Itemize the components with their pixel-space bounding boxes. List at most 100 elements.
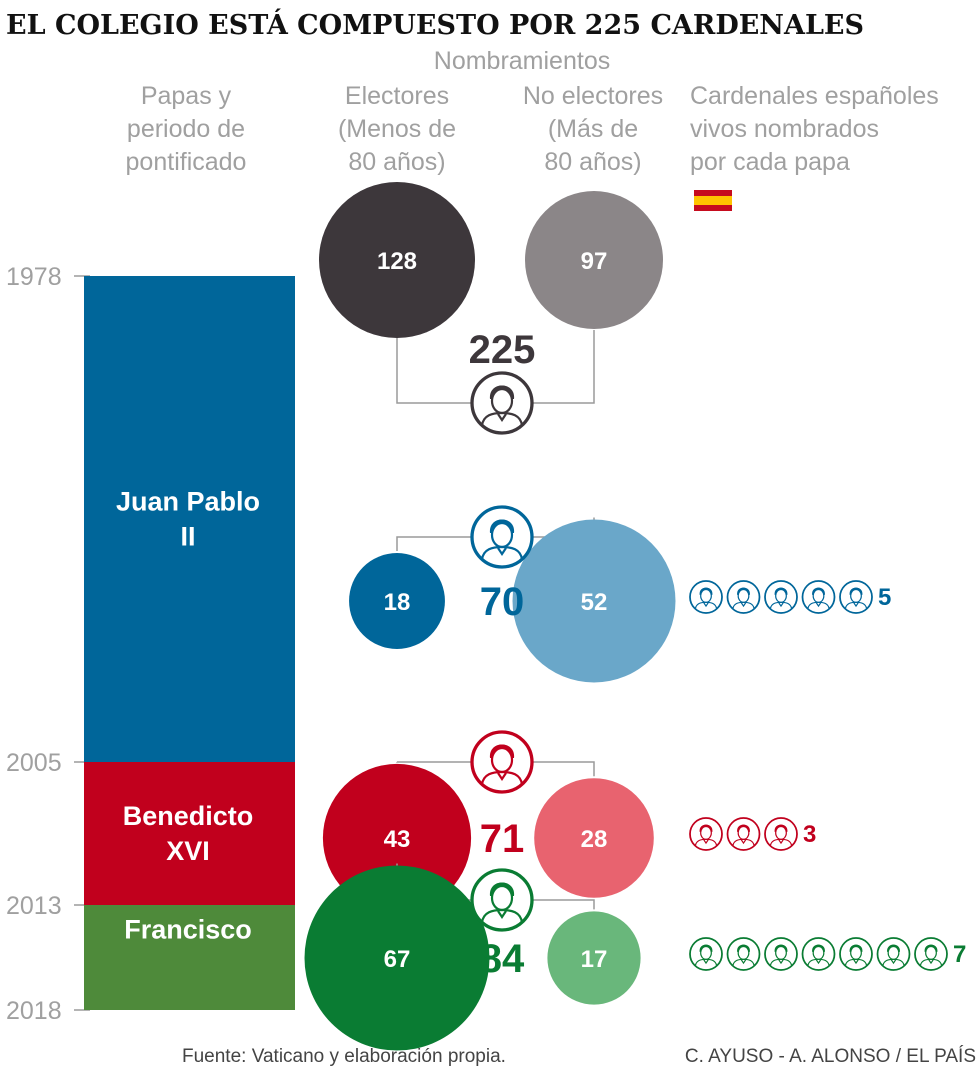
icon-collar [703, 839, 709, 845]
header-electors-line3: 80 años) [348, 148, 445, 176]
pope-name-label: Benedicto [123, 801, 254, 831]
source-note: Fuente: Vaticano y elaboración propia. [182, 1046, 506, 1067]
icon-shoulders [694, 601, 718, 609]
header-popes-line3: pontificado [126, 148, 247, 176]
axis-tick-label: 2013 [6, 892, 62, 920]
icon-face [775, 588, 787, 603]
cardinal-icon [914, 937, 948, 971]
footer: Fuente: Vaticano y elaboración propia. C… [182, 1046, 976, 1067]
non-electors-bubble [534, 778, 654, 898]
icon-shoulders [844, 958, 868, 966]
pontificate-bars: Juan Pablo II Benedicto XVI Francisco [84, 276, 295, 1010]
electors-bubble [304, 865, 490, 1051]
cardinal-icon [470, 868, 534, 932]
icon-collar [740, 839, 747, 845]
icon-face [737, 945, 750, 960]
pope-name-label: II [180, 522, 195, 552]
non-electors-value-label: 28 [581, 826, 608, 853]
icon-shoulders [694, 838, 718, 846]
header-electors-line1: Electores [345, 82, 449, 110]
icon-shoulders [480, 770, 524, 785]
cardinal-icon [839, 937, 873, 971]
icon-face [887, 945, 900, 960]
icon-collar [853, 602, 859, 608]
flag-stripe-bottom [694, 205, 732, 211]
icon-cap [925, 944, 937, 951]
icon-collar [815, 959, 822, 965]
icon-cap [491, 519, 513, 531]
icon-shoulders [480, 411, 524, 426]
icon-shoulders [769, 838, 793, 846]
icon-face [775, 825, 787, 840]
icon-collar [928, 959, 934, 965]
icon-shoulders [480, 545, 524, 560]
icon-collar [740, 959, 747, 965]
header-electors-line2: (Menos de [338, 115, 456, 143]
total-group: 128 97 225 [319, 182, 663, 435]
pope-bar [84, 762, 295, 905]
icon-shoulders [919, 958, 943, 966]
icon-cap [737, 824, 750, 831]
cardinal-icon [689, 937, 723, 971]
icon-cap [700, 944, 712, 951]
icon-collar [497, 772, 507, 781]
icon-cap [775, 944, 787, 951]
flag-stripe-middle [694, 196, 732, 205]
header-non-electors-line2: (Más de [548, 115, 638, 143]
spanish-count-label: 3 [803, 821, 816, 848]
icon-face [490, 746, 514, 774]
axis-tick-label: 2005 [6, 749, 62, 777]
icon-cap [491, 744, 513, 756]
pope-name-label: Francisco [124, 915, 252, 945]
icon-face [925, 945, 937, 960]
cardinal-icon [801, 580, 836, 614]
pope-group: 67 17 84 7 [304, 863, 966, 1051]
header-popes-line1: Papas y [141, 82, 232, 110]
icon-cap [812, 944, 825, 951]
icon-cap [737, 587, 750, 594]
icon-shoulders [807, 958, 830, 966]
spain-flag-icon [694, 190, 732, 211]
icon-shoulders [732, 838, 755, 846]
icon-collar [778, 602, 784, 608]
header-spanish-line3: por cada papa [690, 148, 850, 176]
cardinal-icon [764, 937, 798, 971]
icon-shoulders [769, 601, 793, 609]
cardinal-icon [726, 580, 761, 614]
electors-value-label: 67 [384, 946, 411, 973]
total-electors-label: 128 [377, 248, 417, 275]
icon-face [737, 825, 750, 840]
icon-cap [737, 944, 750, 951]
icon-shoulders [807, 601, 830, 609]
pope-name-label: XVI [166, 836, 210, 866]
icon-shoulders [732, 601, 755, 609]
icon-cap [491, 385, 513, 397]
electors-value-label: 18 [384, 589, 411, 616]
pope-total-label: 70 [480, 580, 525, 624]
icon-face [812, 588, 825, 603]
icon-collar [740, 602, 747, 608]
electors-value-label: 43 [384, 826, 411, 853]
icon-collar [815, 602, 822, 608]
cardinal-icon [801, 937, 836, 971]
cardinal-icon [689, 817, 723, 851]
icon-shoulders [480, 908, 524, 923]
icon-shoulders [882, 958, 905, 966]
axis-tick-label: 2018 [6, 997, 62, 1025]
pope-bar [84, 905, 295, 1010]
electors-bubble [349, 553, 445, 649]
column-headers: Nombramientos Papas y periodo de pontifi… [126, 47, 939, 176]
pope-name-label: Juan Pablo [116, 487, 260, 517]
header-non-electors-line1: No electores [523, 82, 663, 110]
header-spanish-line1: Cardenales españoles [690, 82, 939, 110]
cardinal-icon [764, 817, 798, 851]
icon-cap [775, 587, 787, 594]
icon-face [490, 387, 514, 415]
icon-cap [850, 587, 862, 594]
icon-cap [850, 944, 862, 951]
axis-tick-label: 1978 [6, 263, 62, 291]
icon-collar [497, 910, 507, 919]
icon-cap [700, 824, 712, 831]
pope-total-label: 84 [480, 937, 525, 981]
cardinal-icon [726, 817, 761, 851]
